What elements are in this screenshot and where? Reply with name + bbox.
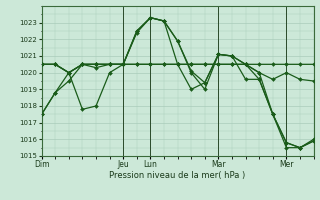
X-axis label: Pression niveau de la mer( hPa ): Pression niveau de la mer( hPa ) xyxy=(109,171,246,180)
